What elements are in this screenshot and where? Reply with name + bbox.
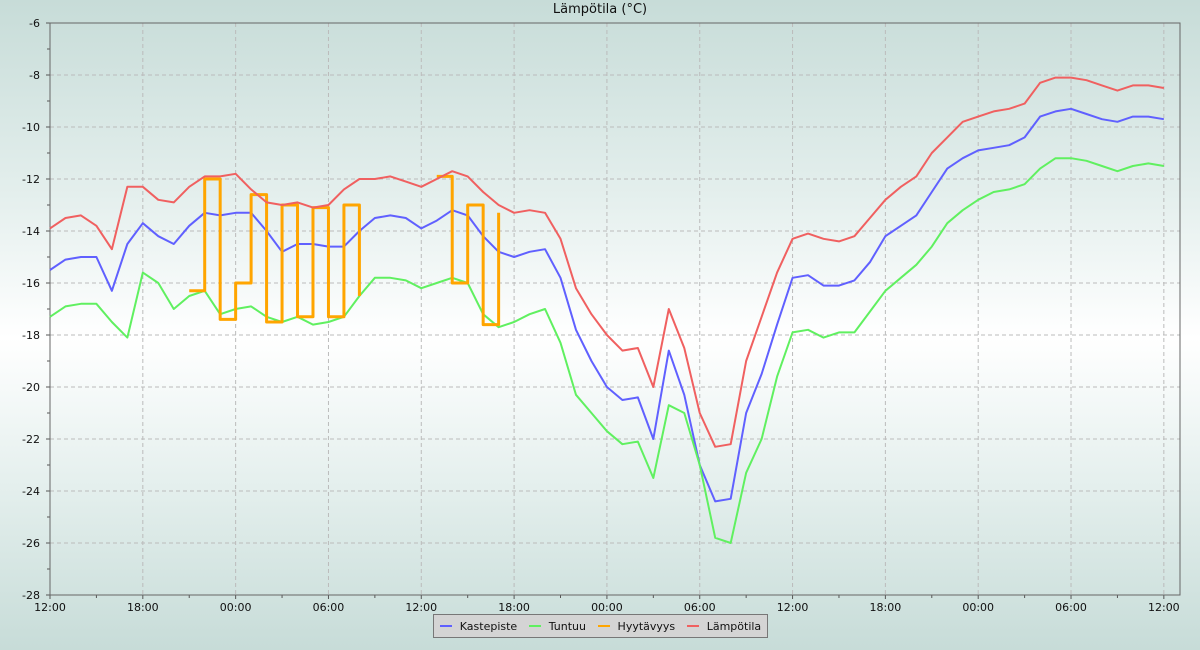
x-tick-label: 12:00: [777, 601, 809, 614]
series-lämpötila: [49, 76, 1165, 448]
legend-swatch: [597, 625, 610, 627]
legend-label: Lämpötila: [706, 619, 762, 633]
legend-label: Hyytävyys: [617, 619, 676, 633]
y-tick-label: -26: [22, 537, 40, 550]
x-tick-label: 06:00: [684, 601, 716, 614]
legend: Kastepiste Tuntuu Hyytävyys Lämpötila: [433, 614, 768, 638]
x-tick-label: 00:00: [220, 601, 252, 614]
x-tick-label: 18:00: [498, 601, 530, 614]
x-tick-label: 06:00: [313, 601, 345, 614]
x-tick-label: 12:00: [405, 601, 437, 614]
y-tick-label: -28: [22, 589, 40, 602]
y-tick-label: -22: [22, 433, 40, 446]
series-hyytävyys: [189, 174, 501, 327]
x-tick-label: 12:00: [34, 601, 66, 614]
legend-item: Kastepiste: [439, 619, 518, 633]
y-tick-label: -14: [22, 225, 40, 238]
y-tick-label: -24: [22, 485, 40, 498]
plot-frame: [49, 22, 1181, 596]
x-tick-label: 00:00: [591, 601, 623, 614]
series-line: [49, 76, 1165, 448]
y-tick-label: -16: [22, 277, 40, 290]
legend-swatch: [528, 625, 541, 627]
legend-label: Kastepiste: [459, 619, 518, 633]
y-tick-label: -10: [22, 121, 40, 134]
x-tick-label: 00:00: [962, 601, 994, 614]
series-kastepiste: [49, 107, 1165, 503]
legend-item: Lämpötila: [686, 619, 762, 633]
y-tick-label: -8: [29, 69, 40, 82]
series-line: [49, 107, 1165, 503]
series-line: [189, 174, 501, 327]
legend-item: Hyytävyys: [597, 619, 676, 633]
y-tick-label: -12: [22, 173, 40, 186]
y-tick-label: -18: [22, 329, 40, 342]
legend-swatch: [439, 625, 452, 627]
chart-title: Lämpötila (°C): [552, 2, 648, 17]
legend-item: Tuntuu: [528, 619, 586, 633]
x-tick-label: 06:00: [1055, 601, 1087, 614]
y-tick-label: -6: [29, 17, 40, 30]
y-tick-label: -20: [22, 381, 40, 394]
x-tick-label: 18:00: [870, 601, 902, 614]
x-tick-label: 12:00: [1148, 601, 1180, 614]
x-tick-label: 18:00: [127, 601, 159, 614]
legend-label: Tuntuu: [548, 619, 586, 633]
legend-swatch: [686, 625, 699, 627]
